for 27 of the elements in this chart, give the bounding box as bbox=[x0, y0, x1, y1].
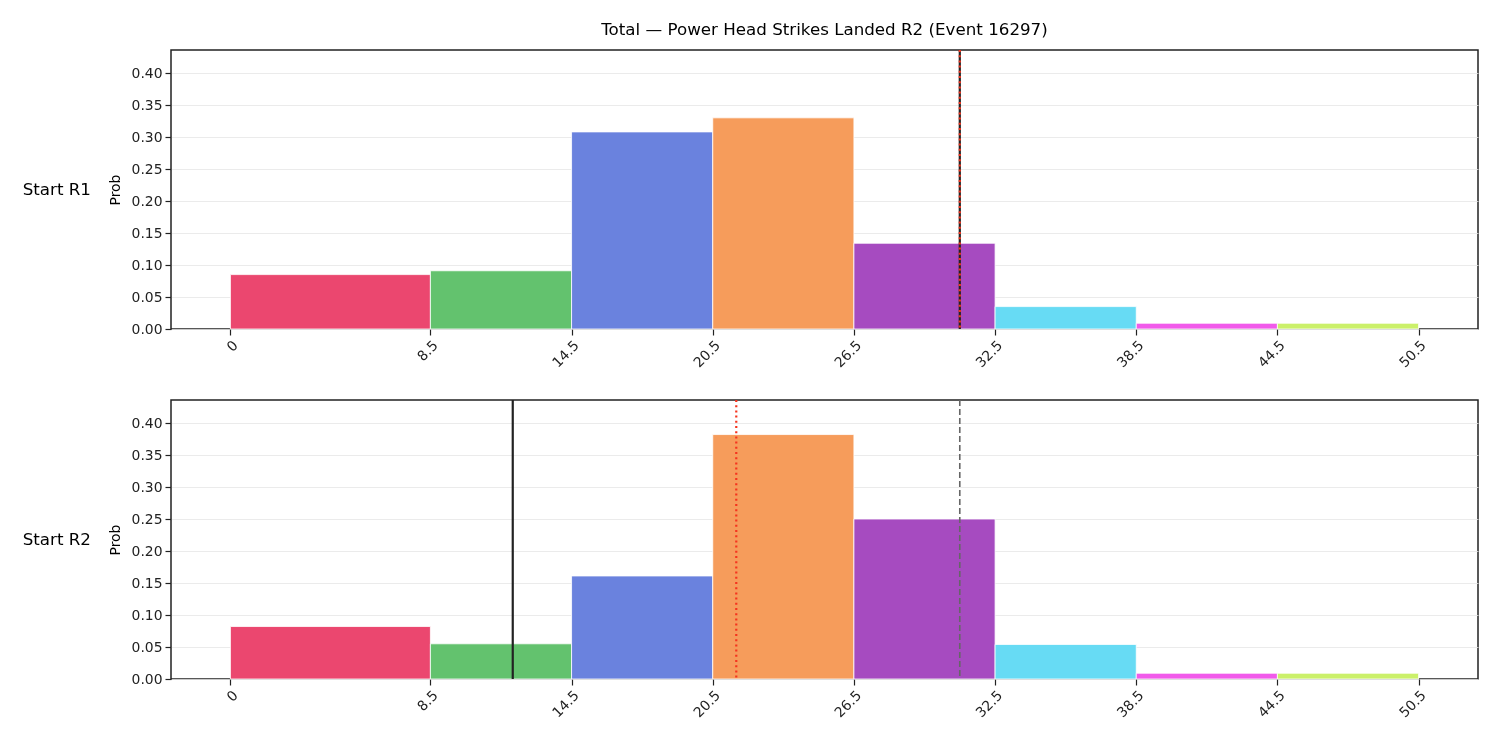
y-tick-label: 0.05 bbox=[131, 288, 163, 305]
y-tick-label: 0.10 bbox=[131, 256, 163, 273]
text: Start R2 bbox=[22, 528, 91, 549]
y-tick-label: 0.00 bbox=[131, 670, 163, 687]
y-axis-title: Prob bbox=[106, 174, 123, 206]
y-tick-label: 0.35 bbox=[131, 446, 163, 463]
y-tick-label: 0.25 bbox=[131, 160, 163, 177]
y-tick-label: 0.20 bbox=[131, 192, 163, 209]
y-tick-label: 0.30 bbox=[131, 128, 163, 145]
y-tick-label: 0.20 bbox=[131, 542, 163, 559]
y-tick-label: 0.40 bbox=[131, 414, 163, 431]
y-tick-label: 0.25 bbox=[131, 510, 163, 527]
y-tick-label: 0.00 bbox=[131, 320, 163, 337]
y-tick-label: 0.30 bbox=[131, 478, 163, 495]
y-tick-label: 0.40 bbox=[131, 64, 163, 81]
y-tick-label: 0.35 bbox=[131, 96, 163, 113]
y-tick-label: 0.10 bbox=[131, 606, 163, 623]
x-tick-label: 0 bbox=[223, 687, 241, 705]
x-tick-label: 8.5 bbox=[413, 337, 441, 365]
x-tick-label: 8.5 bbox=[413, 687, 441, 715]
x-tick-label: 0 bbox=[223, 337, 241, 355]
y-tick-label: 0.05 bbox=[131, 638, 163, 655]
y-tick-label: 0.15 bbox=[131, 224, 163, 241]
chart-title: Total — Power Head Strikes Landed R2 (Event 16297) bbox=[600, 19, 1048, 40]
y-axis-title: Prob bbox=[106, 524, 123, 556]
y-tick-label: 0.15 bbox=[131, 574, 163, 591]
text: Start R1 bbox=[22, 178, 91, 199]
